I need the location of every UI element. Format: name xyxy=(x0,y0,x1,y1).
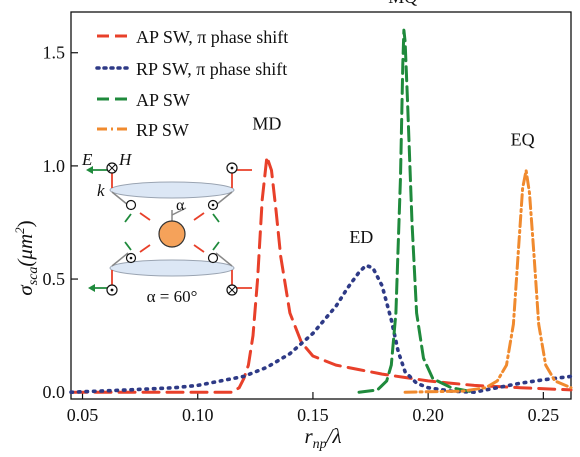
series-line-1 xyxy=(69,263,573,394)
x-axis-label: rnp/λ xyxy=(304,424,341,452)
h-cross-icon xyxy=(207,252,219,264)
peak-label: MD xyxy=(252,114,281,134)
series-line-2 xyxy=(357,28,476,394)
e-arrowhead xyxy=(88,284,95,292)
cross-stroke xyxy=(108,164,116,172)
e-arrow xyxy=(212,213,220,223)
inset-schematic: α E H k xyxy=(81,150,252,306)
legend-label-rp-pi: RP SW, π phase shift xyxy=(136,59,287,79)
e-arrow xyxy=(212,241,220,251)
peak-label: MQ xyxy=(388,0,417,7)
e-label: E xyxy=(81,150,93,169)
cross-stroke xyxy=(228,286,236,294)
plot-frame xyxy=(70,11,572,400)
e-arrow xyxy=(124,241,132,251)
connector-line xyxy=(215,252,233,267)
series-line-3 xyxy=(403,168,573,394)
x-tick-label: 0.10 xyxy=(182,405,214,425)
legend: AP SW, π phase shift RP SW, π phase shif… xyxy=(95,27,288,140)
data-series xyxy=(69,28,573,394)
y-tick-label: 1.5 xyxy=(43,43,66,63)
h-dot-center xyxy=(211,203,215,207)
bottom-disk xyxy=(109,259,235,277)
x-axis-ticks: 0.05 0.10 0.15 0.20 0.25 xyxy=(67,392,559,425)
k-arrow xyxy=(139,212,151,221)
k-arrow xyxy=(193,212,205,221)
peak-label: EQ xyxy=(511,130,535,150)
k-arrow xyxy=(139,244,151,253)
legend-label-rp: RP SW xyxy=(136,120,189,140)
h-dot-center xyxy=(129,256,133,260)
x-tick-label: 0.25 xyxy=(528,405,560,425)
angle-line xyxy=(171,207,187,216)
x-tick-label: 0.15 xyxy=(297,405,329,425)
y-tick-label: 0.0 xyxy=(43,382,66,402)
k-arrow xyxy=(193,244,205,253)
top-disk xyxy=(109,181,235,199)
y-axis-ticks: 0.0 0.5 1.0 1.5 xyxy=(43,43,78,402)
peak-label: ED xyxy=(349,227,373,247)
alpha-label: α xyxy=(176,197,185,214)
h-cross-icon xyxy=(125,199,137,211)
nanoparticle xyxy=(158,220,186,248)
h-label: H xyxy=(118,150,133,169)
e-arrow xyxy=(124,213,132,223)
k-label: k xyxy=(97,181,105,200)
legend-label-ap: AP SW xyxy=(136,90,190,110)
connector-line xyxy=(215,191,233,206)
y-tick-label: 1.0 xyxy=(43,156,66,176)
h-dot-center xyxy=(230,166,234,170)
legend-label-ap-pi: AP SW, π phase shift xyxy=(136,27,288,47)
x-tick-label: 0.05 xyxy=(67,405,99,425)
y-axis-label: σsca(μm2) xyxy=(12,220,41,295)
x-tick-label: 0.20 xyxy=(412,405,444,425)
e-arrowhead xyxy=(86,166,93,174)
connector-line xyxy=(111,252,129,267)
h-dot-center xyxy=(110,288,114,292)
connector-line xyxy=(111,191,129,206)
peak-labels: MD ED MQ EQ xyxy=(252,0,534,247)
y-tick-label: 0.5 xyxy=(43,269,66,289)
series-line-0 xyxy=(69,155,573,394)
angle-caption: α = 60° xyxy=(147,287,198,306)
